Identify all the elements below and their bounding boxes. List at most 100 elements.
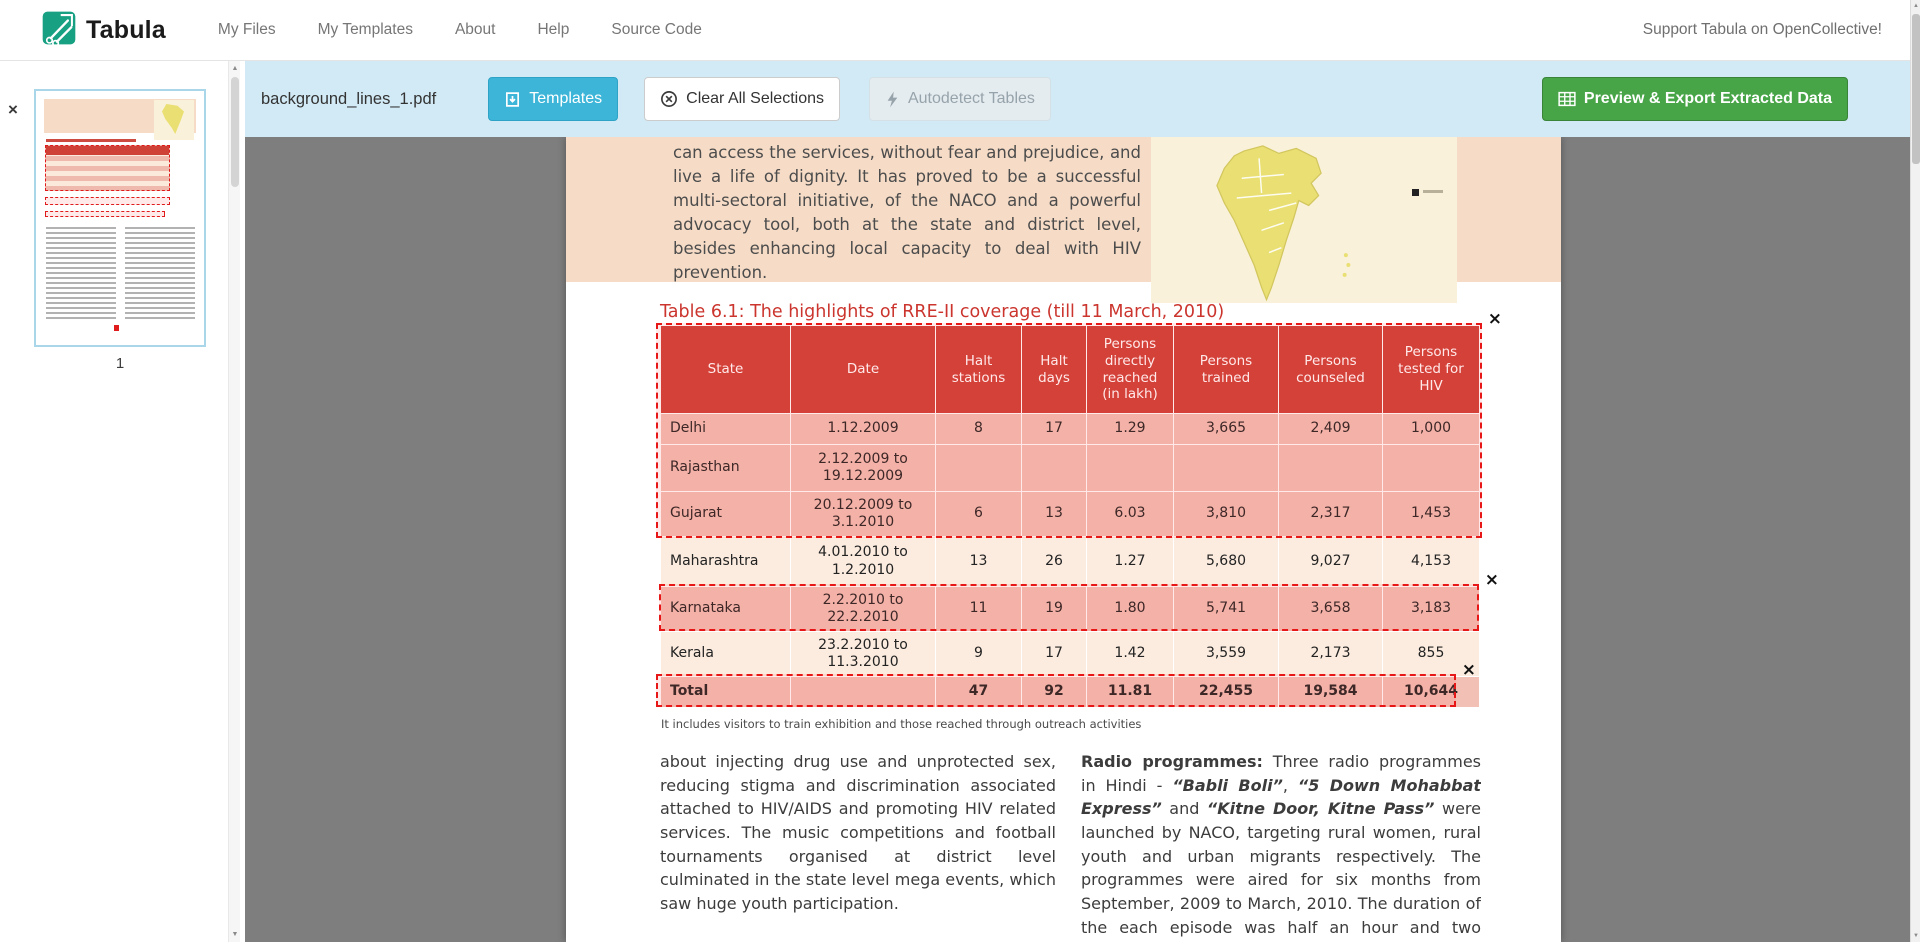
table-selection-2[interactable]: × (659, 572, 1499, 631)
table-cell: 3,665 (1173, 413, 1279, 445)
table-cell: 855 (1382, 631, 1480, 677)
templates-button[interactable]: Templates (488, 77, 619, 121)
table-cell: 3,658 (1278, 586, 1383, 632)
table-cell: Gujarat (660, 491, 791, 537)
sidebar-scrollbar[interactable]: ▲ ▼ (228, 61, 240, 942)
page-thumbnail[interactable] (34, 89, 206, 347)
text-segment: and (1161, 799, 1207, 819)
table-row: Karnataka 2.2.2010 to 22.2.2010 11 19 1.80 5,… (660, 586, 1480, 632)
selection-close-icon[interactable]: × (1487, 309, 1502, 329)
table-header-cell: Halt days (1021, 325, 1087, 414)
main-nav: My Files My Templates About Help Source Code (218, 21, 702, 39)
scroll-up-icon[interactable]: ▲ (231, 65, 239, 72)
text-segment: , (1282, 775, 1298, 795)
table-cell: 11.81 (1086, 676, 1174, 708)
table-header-cell: Halt stations (935, 325, 1022, 414)
table-cell (1086, 444, 1174, 492)
selection-close-icon[interactable]: × (1484, 570, 1499, 590)
thumb-selection-marker (114, 325, 119, 331)
table-row: Rajasthan 2.12.2009 to 19.12.2009 (660, 444, 1480, 492)
window-scrollbar[interactable]: ▲ ▼ (1910, 0, 1920, 942)
preview-export-label: Preview & Export Extracted Data (1583, 90, 1832, 107)
clear-all-selections-button[interactable]: Clear All Selections (644, 77, 840, 121)
lightning-bolt-icon (885, 91, 900, 108)
table-row: Total 47 92 11.81 22,455 19,584 10,644 (660, 676, 1480, 708)
table-cell: Rajasthan (660, 444, 791, 492)
pdf-table-header-row: State Date Halt stations Halt days Persons d… (660, 325, 1480, 414)
pdf-canvas[interactable]: can access the services, without fear an… (245, 137, 1910, 942)
document-filename: background_lines_1.pdf (261, 89, 437, 108)
nav-item-about[interactable]: About (454, 21, 496, 38)
clear-selections-label: Clear All Selections (686, 90, 824, 107)
table-header-cell: Persons trained (1173, 325, 1279, 414)
table-cell: 19,584 (1278, 676, 1383, 708)
table-header-cell: State (660, 325, 791, 414)
table-cell: 13 (935, 536, 1022, 587)
table-selection-3[interactable]: × (656, 662, 1476, 707)
table-cell: 2,317 (1278, 491, 1383, 537)
nav-item-my-files[interactable]: My Files (217, 21, 276, 38)
templates-button-label: Templates (529, 90, 603, 107)
table-cell: 17 (1021, 631, 1087, 677)
table-cell: 23.2.2010 to 11.3.2010 (790, 631, 936, 677)
table-cell: 1,453 (1382, 491, 1480, 537)
table-cell: 3,810 (1173, 491, 1279, 537)
table-cell: 3,559 (1173, 631, 1279, 677)
thumb-table-title (46, 139, 136, 142)
table-row: Kerala 23.2.2010 to 11.3.2010 9 17 1.42 3,559… (660, 631, 1480, 677)
thumb-table-header (46, 146, 169, 155)
autodetect-tables-button[interactable]: Autodetect Tables (868, 77, 1051, 121)
text-segment: Radio programmes: (1081, 752, 1263, 771)
document-toolbar: background_lines_1.pdf Templates Clear A… (245, 61, 1910, 137)
pdf-page[interactable]: can access the services, without fear an… (566, 137, 1561, 942)
table-cell: 22,455 (1173, 676, 1279, 708)
table-cell: 1,000 (1382, 413, 1480, 445)
thumb-table (45, 145, 170, 191)
scroll-down-icon[interactable]: ▼ (1913, 933, 1919, 939)
page-number-label: 1 (115, 355, 125, 372)
thumb-map (154, 100, 194, 140)
text-segment: “Babli Boli” (1172, 775, 1283, 795)
table-cell: 4.01.2010 to 1.2.2010 (790, 536, 936, 587)
table-cell: 5,741 (1173, 586, 1279, 632)
table-cell: Delhi (660, 413, 791, 445)
table-cell: 9 (935, 631, 1022, 677)
table-cell: 1.29 (1086, 413, 1174, 445)
thumb-selection (45, 211, 165, 217)
table-selection-1[interactable]: × (656, 311, 1502, 538)
text-segment: “Kitne Door, Kitne Pass” (1206, 799, 1435, 819)
table-cell: 13 (1021, 491, 1087, 537)
nav-item-help[interactable]: Help (537, 21, 570, 38)
selection-close-icon[interactable]: × (1461, 660, 1476, 680)
table-cell: 1.80 (1086, 586, 1174, 632)
table-cell: Total (660, 676, 791, 708)
table-cell: Kerala (660, 631, 791, 677)
nav-item-source-code[interactable]: Source Code (611, 21, 702, 38)
brand-group[interactable]: Tabula (42, 11, 166, 50)
map-legend-label (1423, 190, 1443, 193)
scroll-down-icon[interactable]: ▼ (231, 931, 239, 938)
tabula-logo-icon (42, 11, 76, 50)
table-title: Table 6.1: The highlights of RRE-II cove… (660, 302, 1225, 322)
window-scroll-thumb[interactable] (1912, 14, 1920, 164)
table-row: Delhi 1.12.2009 8 17 1.29 3,665 2,409 1,000 (660, 413, 1480, 445)
nav-item-my-templates[interactable]: My Templates (317, 21, 413, 38)
scroll-up-icon[interactable]: ▲ (1913, 3, 1919, 9)
table-cell: 8 (935, 413, 1022, 445)
clear-selections-icon (660, 90, 678, 108)
map-legend-swatch (1412, 189, 1419, 196)
support-link[interactable]: Support Tabula on OpenCollective! (1642, 21, 1882, 38)
table-header-cell: Persons counseled (1278, 325, 1383, 414)
table-cell (1021, 444, 1087, 492)
table-cell (1278, 444, 1383, 492)
table-cell: 11 (935, 586, 1022, 632)
autodetect-tables-label: Autodetect Tables (907, 90, 1035, 107)
table-cell (790, 676, 936, 708)
pdf-data-table: State Date Halt stations Halt days Persons d… (660, 325, 1480, 708)
table-header-cell: Persons directly reached (in lakh) (1086, 325, 1174, 414)
pdf-table-body: Delhi 1.12.2009 8 17 1.29 3,665 2,409 1,000 Raja… (660, 413, 1480, 708)
table-cell: 5,680 (1173, 536, 1279, 587)
remove-file-icon[interactable]: × (8, 100, 18, 119)
sidebar-scroll-thumb[interactable] (231, 77, 239, 187)
preview-export-button[interactable]: Preview & Export Extracted Data (1541, 77, 1848, 121)
